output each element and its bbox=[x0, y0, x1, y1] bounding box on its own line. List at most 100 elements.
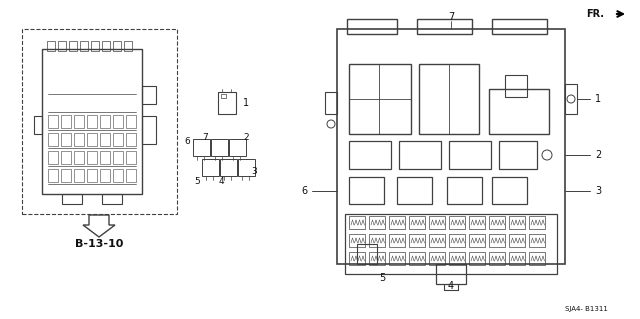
Text: 5: 5 bbox=[379, 273, 385, 283]
Bar bbox=[399, 141, 441, 169]
Bar bbox=[347, 19, 397, 34]
Bar bbox=[102, 194, 122, 204]
Bar bbox=[325, 92, 337, 114]
Bar bbox=[61, 115, 71, 128]
Bar bbox=[48, 133, 58, 146]
Text: 3: 3 bbox=[251, 167, 257, 175]
Text: 5: 5 bbox=[194, 177, 200, 187]
Bar bbox=[409, 234, 425, 247]
Bar bbox=[100, 133, 110, 146]
Bar bbox=[100, 115, 110, 128]
Bar bbox=[505, 75, 527, 97]
Bar bbox=[229, 139, 246, 156]
Bar bbox=[337, 29, 565, 264]
Bar bbox=[113, 115, 123, 128]
Text: 4: 4 bbox=[448, 281, 454, 291]
Bar bbox=[419, 64, 479, 134]
Bar bbox=[126, 133, 136, 146]
Bar bbox=[91, 41, 99, 51]
Bar bbox=[389, 234, 405, 247]
Bar bbox=[87, 115, 97, 128]
Bar bbox=[489, 252, 505, 265]
Bar bbox=[369, 234, 385, 247]
Bar bbox=[87, 151, 97, 164]
Bar bbox=[369, 216, 385, 229]
Bar bbox=[509, 234, 525, 247]
Bar bbox=[449, 216, 465, 229]
Text: B-13-10: B-13-10 bbox=[75, 239, 123, 249]
Bar bbox=[238, 159, 255, 176]
Text: FR.: FR. bbox=[586, 9, 604, 19]
Bar bbox=[61, 151, 71, 164]
Bar bbox=[499, 141, 537, 169]
Bar bbox=[349, 252, 365, 265]
Text: 3: 3 bbox=[595, 186, 601, 196]
Bar bbox=[529, 216, 545, 229]
Bar bbox=[565, 84, 577, 114]
Bar bbox=[529, 234, 545, 247]
Bar bbox=[87, 169, 97, 182]
Bar bbox=[142, 86, 156, 104]
Bar bbox=[389, 252, 405, 265]
Bar bbox=[489, 216, 505, 229]
Bar bbox=[47, 41, 55, 51]
Bar bbox=[202, 159, 219, 176]
Bar bbox=[87, 133, 97, 146]
Bar bbox=[449, 252, 465, 265]
Bar bbox=[69, 41, 77, 51]
Bar bbox=[509, 252, 525, 265]
Bar bbox=[74, 115, 84, 128]
Bar bbox=[74, 169, 84, 182]
Bar bbox=[113, 151, 123, 164]
Bar bbox=[62, 194, 82, 204]
Bar bbox=[61, 169, 71, 182]
Bar bbox=[100, 169, 110, 182]
Bar bbox=[389, 216, 405, 229]
Text: 2: 2 bbox=[595, 150, 601, 160]
Bar bbox=[429, 252, 445, 265]
Bar bbox=[80, 41, 88, 51]
Text: 2: 2 bbox=[243, 132, 249, 142]
Bar bbox=[34, 116, 42, 134]
Bar bbox=[124, 41, 132, 51]
Bar bbox=[349, 64, 411, 134]
Bar bbox=[61, 133, 71, 146]
Bar bbox=[126, 169, 136, 182]
Bar bbox=[447, 177, 482, 204]
Bar bbox=[211, 139, 228, 156]
Bar bbox=[509, 216, 525, 229]
Bar bbox=[449, 234, 465, 247]
Bar bbox=[142, 116, 156, 144]
Bar bbox=[449, 141, 491, 169]
Bar bbox=[469, 252, 485, 265]
Bar bbox=[42, 49, 142, 194]
Bar bbox=[349, 141, 391, 169]
Bar bbox=[492, 19, 547, 34]
Bar bbox=[102, 41, 110, 51]
Bar bbox=[349, 234, 365, 247]
Bar bbox=[369, 252, 385, 265]
Bar bbox=[409, 216, 425, 229]
Bar bbox=[469, 216, 485, 229]
Bar bbox=[113, 41, 121, 51]
Bar bbox=[100, 151, 110, 164]
Text: 6: 6 bbox=[301, 186, 307, 196]
Bar bbox=[218, 92, 236, 114]
Text: 6: 6 bbox=[184, 137, 190, 145]
Bar bbox=[126, 151, 136, 164]
Bar bbox=[397, 177, 432, 204]
Bar bbox=[126, 115, 136, 128]
Bar bbox=[48, 151, 58, 164]
Bar bbox=[48, 169, 58, 182]
Text: SJA4- B1311: SJA4- B1311 bbox=[565, 306, 608, 312]
Text: 7: 7 bbox=[448, 12, 454, 22]
Bar bbox=[429, 234, 445, 247]
Bar bbox=[529, 252, 545, 265]
Text: 7: 7 bbox=[202, 132, 208, 142]
Bar bbox=[74, 133, 84, 146]
Bar bbox=[409, 252, 425, 265]
Text: 1: 1 bbox=[243, 98, 249, 108]
Bar bbox=[489, 89, 549, 134]
Bar bbox=[492, 177, 527, 204]
Bar bbox=[74, 151, 84, 164]
